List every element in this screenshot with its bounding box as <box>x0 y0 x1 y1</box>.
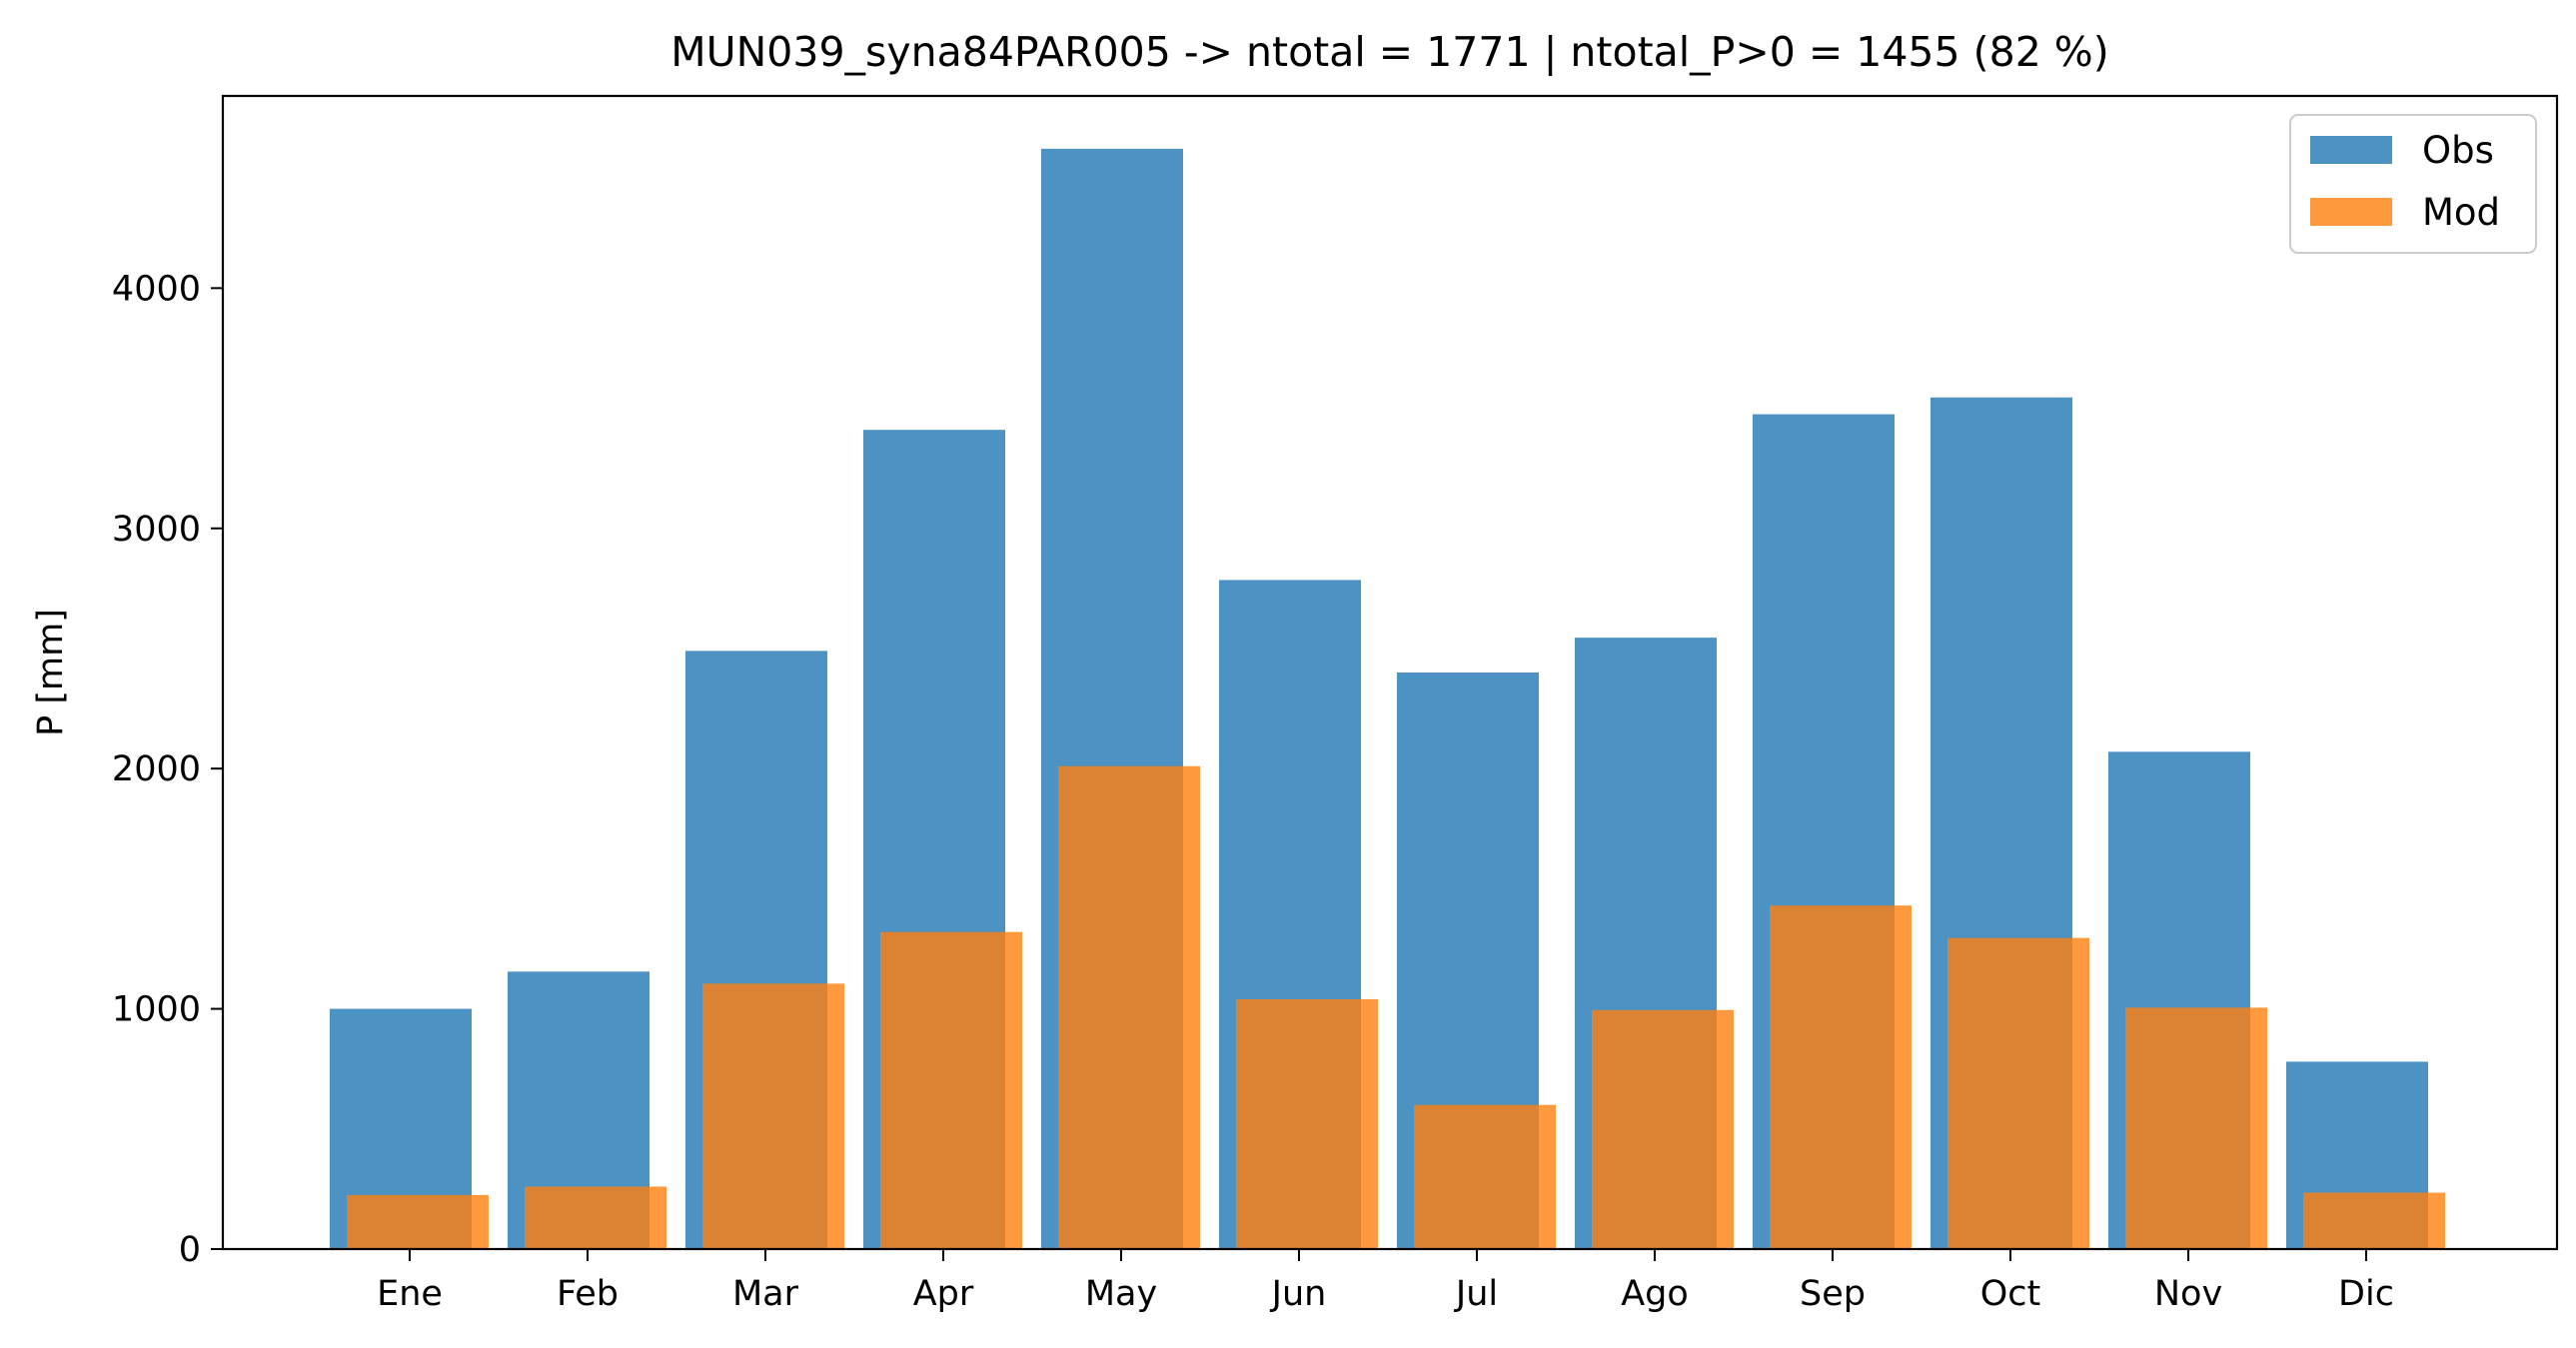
y-tick-label: 1000 <box>112 990 201 1030</box>
mod-bar-ago <box>1592 1009 1734 1249</box>
x-tick-label-may: May <box>1085 1274 1157 1314</box>
x-tick-label-oct: Oct <box>1980 1274 2041 1314</box>
y-tick-label: 3000 <box>112 510 201 550</box>
mod-bar-ene <box>347 1194 489 1249</box>
x-tick-label-apr: Apr <box>913 1274 974 1314</box>
x-tick-label-jun: Jun <box>1270 1274 1327 1314</box>
legend-label-obs: Obs <box>2422 129 2494 172</box>
mod-bar-feb <box>525 1186 666 1249</box>
x-tick-label-sep: Sep <box>1800 1274 1866 1314</box>
legend-swatch-mod <box>2310 198 2392 226</box>
x-tick-label-ene: Ene <box>377 1274 443 1314</box>
mod-bar-jul <box>1414 1104 1556 1249</box>
obs-bars <box>330 148 2428 1250</box>
plot-area-frame <box>221 94 2559 1251</box>
y-axis-label: P [mm] <box>31 609 71 736</box>
legend: Obs Mod <box>2289 114 2537 254</box>
mod-bar-mar <box>702 983 844 1249</box>
mod-bar-apr <box>880 931 1022 1249</box>
mod-bar-oct <box>1947 937 2089 1249</box>
x-tick-label-feb: Feb <box>557 1274 619 1314</box>
mod-bar-jun <box>1236 998 1378 1249</box>
x-tick-label-ago: Ago <box>1621 1274 1689 1314</box>
chart-title: MUN039_syna84PAR005 -> ntotal = 1771 | n… <box>670 28 2109 76</box>
mod-bar-sep <box>1770 905 1912 1249</box>
mod-bar-dic <box>2303 1192 2445 1249</box>
mod-bar-may <box>1058 765 1200 1249</box>
x-tick-label-nov: Nov <box>2154 1274 2222 1314</box>
legend-label-mod: Mod <box>2422 191 2500 234</box>
y-tick-label: 0 <box>179 1230 201 1270</box>
x-axis: Ene Feb Mar Apr May Jun Jul Ago Sep Oct Nov Dic <box>377 1249 2394 1314</box>
legend-swatch-obs <box>2310 136 2392 164</box>
mod-bar-nov <box>2125 1007 2267 1249</box>
y-tick-label: 2000 <box>112 749 201 789</box>
y-axis: 0 1000 2000 3000 4000 <box>112 269 223 1270</box>
x-tick-label-dic: Dic <box>2338 1274 2394 1314</box>
x-tick-label-mar: Mar <box>732 1274 799 1314</box>
mod-bars <box>347 765 2445 1249</box>
y-tick-label: 4000 <box>112 269 201 309</box>
x-tick-label-jul: Jul <box>1454 1274 1498 1314</box>
